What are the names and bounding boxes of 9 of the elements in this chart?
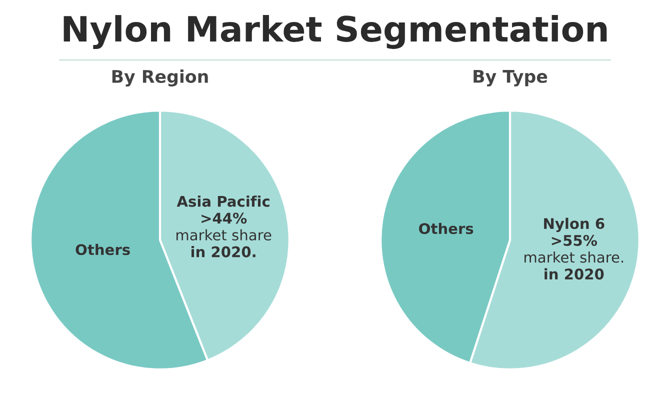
text: >44% market share in 2020. xyxy=(176,212,272,258)
slice-label: Others xyxy=(419,222,474,234)
slice-label: Others xyxy=(76,244,130,256)
slice-label: Nylon 6 xyxy=(544,218,604,232)
chart-title: By Region xyxy=(112,70,208,86)
chart-title: By Type xyxy=(474,70,548,86)
text: Nylon Market Segmentation xyxy=(64,15,607,49)
text: >55% market share. in 2020 xyxy=(524,234,624,280)
slice-label: Asia Pacific xyxy=(176,196,270,207)
